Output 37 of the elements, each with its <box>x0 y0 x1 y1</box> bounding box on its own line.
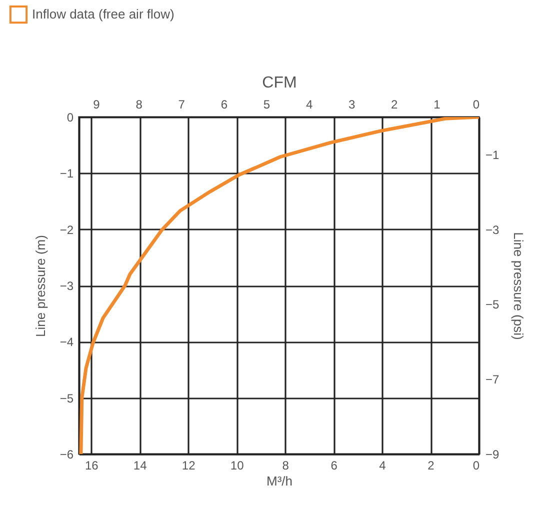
y2-tick-label: −7 <box>486 372 500 387</box>
y2-tick-label: −1 <box>486 148 500 162</box>
y-tick-label: −6 <box>60 448 74 462</box>
x-tick-label: 6 <box>330 458 338 472</box>
y-tick-label: −1 <box>60 166 74 181</box>
line-series <box>79 117 479 454</box>
x-tick-label: 12 <box>182 458 196 472</box>
x2-tick-label: 5 <box>263 98 270 112</box>
x-tick-label: 16 <box>84 458 99 472</box>
x-tick-label: 14 <box>133 458 148 472</box>
x-axis-title: M³/h <box>266 474 292 488</box>
x2-tick-label: 0 <box>472 98 480 112</box>
x2-axis-title: CFM <box>262 74 297 92</box>
y-tick-label: 0 <box>66 110 74 124</box>
y-tick-label: −5 <box>60 391 74 406</box>
x-tick-label: 4 <box>379 458 386 472</box>
y2-tick-label: −9 <box>486 448 500 462</box>
x2-tick-label: 8 <box>136 98 143 112</box>
x-tick-label: 8 <box>282 458 290 472</box>
y2-axis-title: Line pressure (psi) <box>511 232 526 340</box>
x2-tick-label: 1 <box>434 98 441 112</box>
y2-tick-label: −5 <box>486 298 500 312</box>
y-axis-title: Line pressure (m) <box>32 235 48 337</box>
x2-tick-label: 2 <box>391 98 398 112</box>
x2-tick-label: 4 <box>306 98 313 112</box>
legend-label: Inflow data (free air flow) <box>32 6 174 22</box>
x2-tick-label: 9 <box>93 98 100 112</box>
x2-tick-label: 6 <box>220 98 228 112</box>
y-tick-label: −4 <box>60 335 74 350</box>
x-tick-label: 10 <box>230 458 244 472</box>
y-tick-label: −2 <box>60 222 74 237</box>
x2-tick-label: 7 <box>178 98 186 112</box>
y-tick-label: −3 <box>60 279 74 293</box>
x-tick-label: 2 <box>428 458 435 472</box>
y2-tick-label: −3 <box>486 222 500 237</box>
x2-tick-label: 3 <box>348 98 356 112</box>
x-tick-label: 0 <box>472 458 480 472</box>
